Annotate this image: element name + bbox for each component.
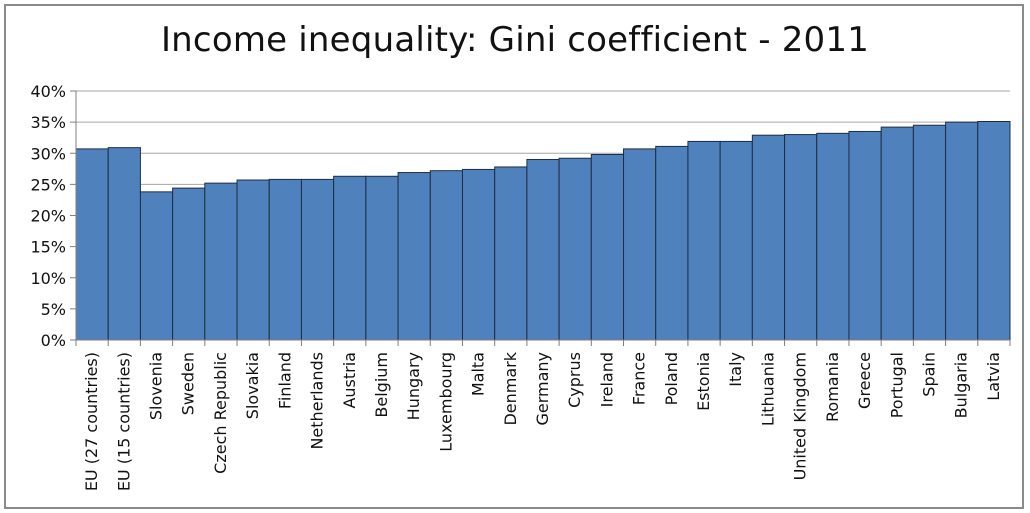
x-tick-label: Finland (275, 352, 294, 409)
bar (912, 124, 947, 341)
y-tick-label: 30% (30, 144, 66, 163)
bar (880, 126, 914, 341)
x-tick-label: Denmark (501, 351, 520, 425)
bar (848, 130, 882, 341)
bar (429, 170, 463, 341)
bar (558, 157, 592, 341)
bar (172, 187, 206, 341)
x-tick-label: Malta (469, 352, 488, 396)
bar (623, 148, 657, 341)
y-tick-label: 10% (30, 269, 66, 288)
bar (784, 134, 818, 341)
bar (655, 145, 689, 341)
bar (461, 168, 496, 341)
chart-title: Income inequality: Gini coefficient - 20… (160, 20, 870, 60)
x-tick-label: Bulgaria (952, 352, 971, 418)
y-tick-label: 20% (30, 207, 66, 226)
bar (268, 178, 302, 341)
bar (397, 172, 431, 341)
bars (75, 121, 1011, 341)
bar (300, 178, 335, 341)
bar (945, 121, 979, 341)
x-tick-label: Italy (726, 352, 745, 387)
x-tick-label: Lithuania (758, 352, 777, 426)
x-tick-label: Estonia (694, 352, 713, 411)
x-tick-label: Sweden (179, 352, 198, 415)
y-tick-labels: 0% 5% 10% 15% 20% 25% 30% 35% 40% (30, 82, 66, 350)
x-tick-label: Romania (823, 352, 842, 422)
x-tick-label: Luxembourg (436, 352, 455, 452)
x-tick-label: Greece (855, 352, 874, 409)
bar (333, 175, 367, 341)
x-tick-label: United Kingdom (791, 352, 810, 480)
y-tick-label: 40% (30, 82, 66, 101)
bar (236, 179, 270, 341)
x-tick-label: Czech Republic (211, 352, 230, 474)
x-tick-label: Germany (533, 352, 552, 426)
x-tick-label: EU (27 countries) (82, 352, 101, 491)
bar (107, 147, 141, 341)
x-tick-label: Spain (919, 352, 938, 397)
bar (204, 182, 238, 341)
x-tick-labels: EU (27 countries) EU (15 countries) Sloven… (82, 351, 1003, 491)
x-tick-label: Austria (340, 352, 359, 409)
bar (719, 140, 753, 341)
bar (526, 158, 560, 341)
bar (365, 175, 399, 341)
x-tick-label: Poland (662, 352, 681, 405)
bar (977, 121, 1011, 341)
bar (139, 191, 174, 341)
x-tick-label: Slovakia (243, 352, 262, 419)
y-tick-label: 25% (30, 175, 66, 194)
x-tick-label: Portugal (887, 352, 906, 418)
bar (751, 134, 786, 341)
x-tick-label: Hungary (404, 352, 423, 420)
x-tick-label: Belgium (372, 352, 391, 418)
x-tick-label: Latvia (984, 352, 1003, 401)
y-tick-label: 0% (41, 331, 66, 350)
x-tick-label: Netherlands (308, 352, 327, 450)
bar (816, 132, 850, 341)
x-tick-label: Slovenia (147, 352, 166, 420)
x-tick-label: Cyprus (565, 352, 584, 408)
y-tick-label: 5% (41, 300, 66, 319)
x-tick-label: France (630, 352, 649, 405)
bar (75, 148, 109, 341)
y-tick-label: 35% (30, 113, 66, 132)
axes (70, 90, 1011, 346)
bar (494, 166, 528, 341)
bar (687, 140, 721, 341)
x-tick-label: Ireland (597, 352, 616, 407)
y-tick-label: 15% (30, 238, 66, 257)
bar (590, 153, 625, 341)
x-tick-label: EU (15 countries) (114, 352, 133, 491)
